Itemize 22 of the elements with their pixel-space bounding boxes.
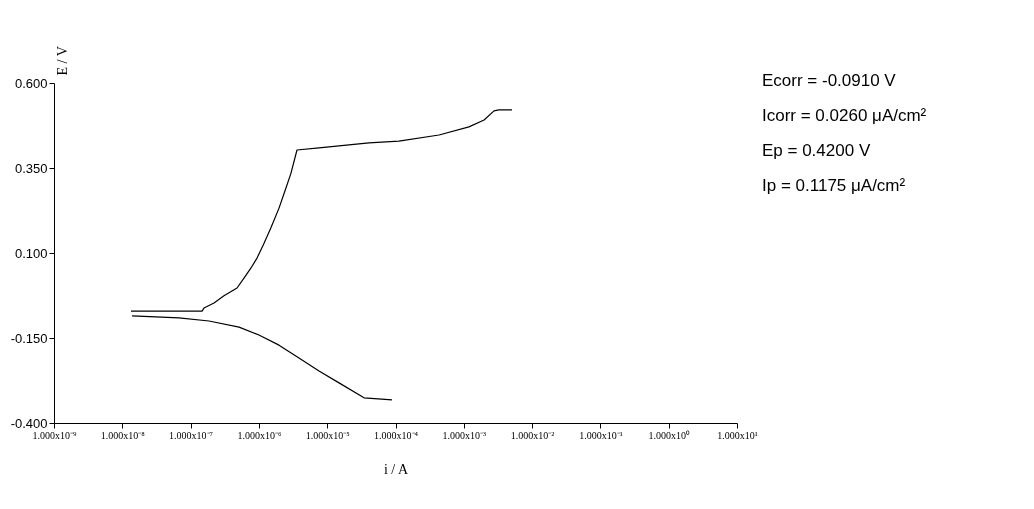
x-tick-label: 1.000x10⁻⁸ — [100, 429, 146, 441]
x-tick-label: 1.000x10⁻⁹ — [32, 429, 77, 441]
x-tick-label: 1.000x10⁻² — [510, 429, 555, 441]
x-tick-label: 1.000x10⁻⁶ — [237, 429, 282, 441]
y-axis-title: E / V — [54, 46, 70, 76]
x-tick-label: 1.000x10⁻¹ — [579, 429, 623, 441]
x-tick-label: 1.000x10¹ — [717, 429, 758, 441]
y-tick-label: 0.350 — [14, 160, 48, 176]
y-tick-label: -0.400 — [10, 415, 48, 431]
x-axis-title: i / A — [383, 461, 409, 477]
text: Ecorr = -0.0910 V — [762, 70, 897, 90]
x-tick-label: 1.000x10⁻⁷ — [169, 429, 214, 441]
y-tick-label: 0.600 — [14, 75, 48, 91]
text: Ip = 0.1175 μA/cm² — [762, 175, 906, 195]
x-tick-label: 1.000x10⁻⁴ — [374, 429, 419, 441]
y-tick-label: 0.100 — [14, 245, 48, 261]
text: Ep = 0.4200 V — [762, 140, 871, 160]
x-tick-label: 1.000x10⁻³ — [442, 429, 487, 441]
y-tick-label: -0.150 — [10, 330, 48, 346]
x-tick-label: 1.000x10⁻⁵ — [305, 429, 350, 441]
text: Icorr = 0.0260 μA/cm² — [762, 105, 927, 125]
x-tick-label: 1.000x10⁰ — [648, 429, 690, 441]
